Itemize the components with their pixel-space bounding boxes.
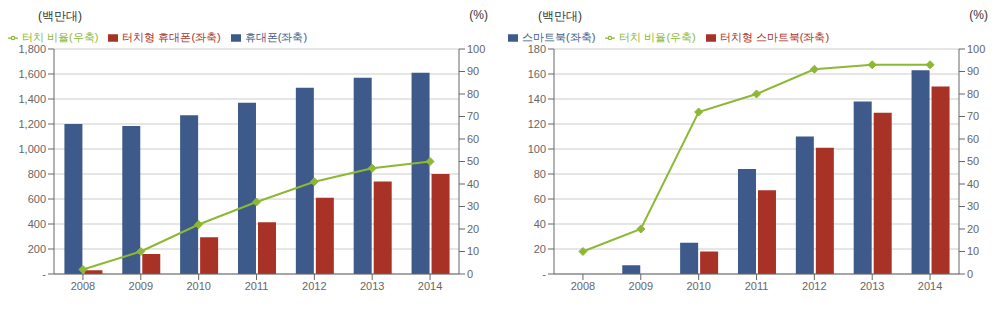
svg-text:50: 50 (467, 155, 479, 167)
svg-text:2013: 2013 (360, 280, 384, 292)
svg-text:2009: 2009 (629, 280, 653, 292)
html-text:터치 비율(우축): 터치 비율(우축) (22, 31, 99, 43)
html-text:터치 비율(우축): 터치 비율(우축) (619, 31, 696, 43)
svg-text:-: - (542, 268, 546, 280)
svg-text:90: 90 (967, 65, 979, 77)
svg-text:2010: 2010 (686, 280, 710, 292)
svg-text:140: 140 (528, 93, 546, 105)
svg-text:60: 60 (467, 133, 479, 145)
svg-text:0: 0 (967, 268, 973, 280)
svg-text:30: 30 (967, 200, 979, 212)
svg-text:100: 100 (528, 143, 546, 155)
svg-text:160: 160 (528, 68, 546, 80)
svg-text:800: 800 (28, 168, 46, 180)
svg-text:60: 60 (534, 193, 546, 205)
svg-text:180: 180 (528, 43, 546, 55)
html-text:(백만대): (백만대) (38, 9, 82, 23)
svg-text:70: 70 (967, 110, 979, 122)
svg-text:20: 20 (967, 223, 979, 235)
svg-text:2012: 2012 (802, 280, 826, 292)
svg-text:20: 20 (467, 223, 479, 235)
svg-text:80: 80 (467, 88, 479, 100)
svg-text:2014: 2014 (418, 280, 442, 292)
svg-text:1,800: 1,800 (18, 43, 46, 55)
svg-text:20: 20 (534, 243, 546, 255)
svg-text:100: 100 (967, 43, 985, 55)
svg-text:-: - (42, 268, 46, 280)
html-text:터치형 휴대폰(좌축): 터치형 휴대폰(좌축) (122, 31, 221, 43)
svg-text:200: 200 (28, 243, 46, 255)
html-text:스마트북(좌축): 스마트북(좌축) (522, 31, 596, 43)
svg-text:40: 40 (967, 178, 979, 190)
html-text:터치형 스마트북(좌축): 터치형 스마트북(좌축) (719, 31, 830, 43)
html-text:휴대폰(좌축): 휴대폰(좌축) (244, 31, 308, 43)
svg-text:70: 70 (467, 110, 479, 122)
svg-text:400: 400 (28, 218, 46, 230)
svg-text:2011: 2011 (245, 280, 269, 292)
svg-text:1,600: 1,600 (18, 68, 46, 80)
svg-text:10: 10 (467, 245, 479, 257)
svg-text:2012: 2012 (302, 280, 326, 292)
svg-text:40: 40 (467, 178, 479, 190)
svg-text:50: 50 (967, 155, 979, 167)
svg-text:80: 80 (534, 168, 546, 180)
html-text:(백만대): (백만대) (538, 9, 582, 23)
svg-text:2014: 2014 (918, 280, 942, 292)
svg-text:90: 90 (467, 65, 479, 77)
svg-text:2013: 2013 (860, 280, 884, 292)
svg-text:30: 30 (467, 200, 479, 212)
svg-text:10: 10 (967, 245, 979, 257)
svg-text:60: 60 (967, 133, 979, 145)
svg-text:40: 40 (534, 218, 546, 230)
svg-text:1,000: 1,000 (18, 143, 46, 155)
svg-text:0: 0 (467, 268, 473, 280)
svg-text:600: 600 (28, 193, 46, 205)
svg-text:2010: 2010 (186, 280, 210, 292)
svg-text:120: 120 (528, 118, 546, 130)
svg-text:2008: 2008 (71, 280, 95, 292)
svg-text:2009: 2009 (129, 280, 153, 292)
svg-text:1,200: 1,200 (18, 118, 46, 130)
svg-text:1,400: 1,400 (18, 93, 46, 105)
svg-text:80: 80 (967, 88, 979, 100)
svg-text:2011: 2011 (745, 280, 769, 292)
svg-text:100: 100 (467, 43, 485, 55)
svg-text:2008: 2008 (571, 280, 595, 292)
